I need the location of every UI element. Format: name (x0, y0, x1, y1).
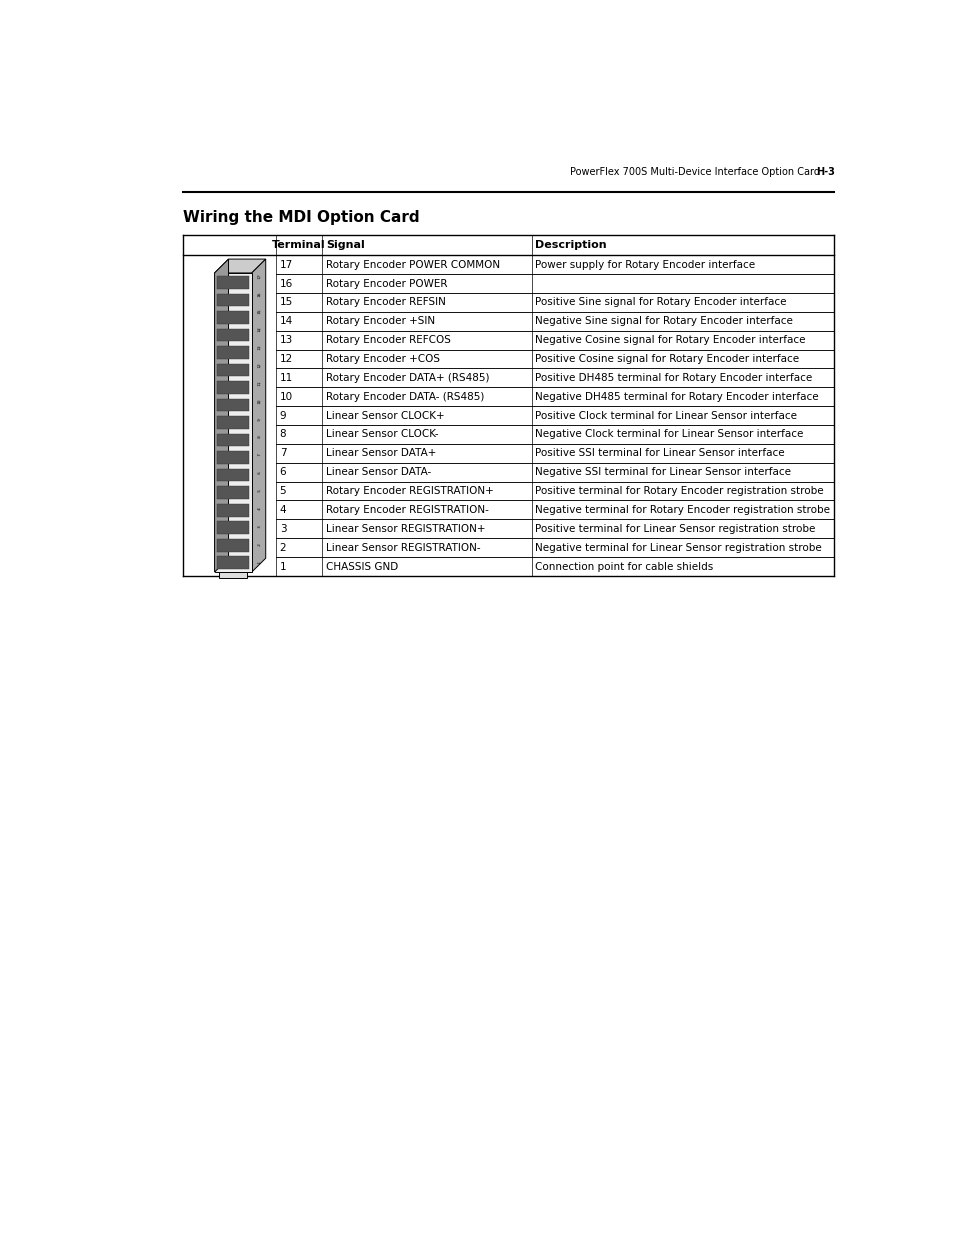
Text: Positive terminal for Linear Sensor registration strobe: Positive terminal for Linear Sensor regi… (535, 524, 815, 534)
Polygon shape (214, 259, 229, 572)
Text: Wiring the MDI Option Card: Wiring the MDI Option Card (183, 210, 419, 225)
Text: PowerFlex 700S Multi-Device Interface Option Card: PowerFlex 700S Multi-Device Interface Op… (569, 168, 819, 178)
Text: Rotary Encoder POWER: Rotary Encoder POWER (326, 279, 447, 289)
Text: Signal: Signal (326, 241, 365, 251)
Bar (216, 487, 249, 499)
Text: 15: 15 (279, 298, 293, 308)
Text: 4: 4 (257, 508, 261, 510)
Text: 2: 2 (257, 543, 261, 546)
Text: Positive Cosine signal for Rotary Encoder interface: Positive Cosine signal for Rotary Encode… (535, 354, 799, 364)
Text: Negative DH485 terminal for Rotary Encoder interface: Negative DH485 terminal for Rotary Encod… (535, 391, 819, 401)
Text: 12: 12 (257, 362, 261, 368)
Text: 16: 16 (257, 290, 261, 296)
Text: CHASSIS GND: CHASSIS GND (326, 562, 398, 572)
Text: Rotary Encoder POWER COMMON: Rotary Encoder POWER COMMON (326, 259, 499, 269)
Bar (216, 363, 249, 377)
Text: 13: 13 (257, 345, 261, 351)
Text: 5: 5 (257, 489, 261, 493)
Polygon shape (214, 273, 252, 572)
Text: Linear Sensor REGISTRATION+: Linear Sensor REGISTRATION+ (326, 524, 485, 534)
Text: Negative terminal for Linear Sensor registration strobe: Negative terminal for Linear Sensor regi… (535, 542, 821, 552)
Polygon shape (219, 572, 247, 578)
Text: Positive Clock terminal for Linear Sensor interface: Positive Clock terminal for Linear Senso… (535, 410, 797, 421)
Text: Negative Cosine signal for Rotary Encoder interface: Negative Cosine signal for Rotary Encode… (535, 335, 805, 345)
Text: Connection point for cable shields: Connection point for cable shields (535, 562, 713, 572)
Bar (216, 329, 249, 342)
Text: Rotary Encoder DATA- (RS485): Rotary Encoder DATA- (RS485) (326, 391, 484, 401)
Bar (216, 275, 249, 289)
Text: 9: 9 (279, 410, 286, 421)
Text: Rotary Encoder REFCOS: Rotary Encoder REFCOS (326, 335, 451, 345)
Text: Negative SSI terminal for Linear Sensor interface: Negative SSI terminal for Linear Sensor … (535, 467, 791, 477)
Text: 11: 11 (279, 373, 293, 383)
Text: Positive DH485 terminal for Rotary Encoder interface: Positive DH485 terminal for Rotary Encod… (535, 373, 812, 383)
Text: 8: 8 (257, 436, 261, 438)
Text: H-3: H-3 (816, 168, 835, 178)
Text: Rotary Encoder REFSIN: Rotary Encoder REFSIN (326, 298, 446, 308)
Polygon shape (214, 259, 266, 273)
Bar (216, 346, 249, 359)
Text: 5: 5 (279, 487, 286, 496)
Bar (216, 468, 249, 482)
Text: 3: 3 (257, 525, 261, 529)
Text: 13: 13 (279, 335, 293, 345)
Text: 16: 16 (279, 279, 293, 289)
Text: 7: 7 (257, 453, 261, 457)
Text: 6: 6 (257, 472, 261, 474)
Text: Positive Sine signal for Rotary Encoder interface: Positive Sine signal for Rotary Encoder … (535, 298, 786, 308)
Text: 17: 17 (279, 259, 293, 269)
Bar (216, 504, 249, 516)
Text: 1: 1 (279, 562, 286, 572)
Text: 10: 10 (257, 398, 261, 404)
Text: 17: 17 (257, 273, 261, 279)
Text: Linear Sensor DATA+: Linear Sensor DATA+ (326, 448, 436, 458)
Text: Linear Sensor CLOCK+: Linear Sensor CLOCK+ (326, 410, 444, 421)
Text: 7: 7 (279, 448, 286, 458)
Text: Terminal: Terminal (272, 241, 326, 251)
Text: Linear Sensor REGISTRATION-: Linear Sensor REGISTRATION- (326, 542, 480, 552)
Text: 4: 4 (279, 505, 286, 515)
Text: 15: 15 (257, 309, 261, 315)
Text: Description: Description (535, 241, 606, 251)
Text: Rotary Encoder +COS: Rotary Encoder +COS (326, 354, 439, 364)
Text: 2: 2 (279, 542, 286, 552)
Text: Rotary Encoder REGISTRATION+: Rotary Encoder REGISTRATION+ (326, 487, 494, 496)
Text: Linear Sensor DATA-: Linear Sensor DATA- (326, 467, 431, 477)
Text: Rotary Encoder REGISTRATION-: Rotary Encoder REGISTRATION- (326, 505, 489, 515)
Text: 8: 8 (279, 430, 286, 440)
Bar (216, 433, 249, 447)
Text: 10: 10 (279, 391, 293, 401)
Bar (216, 311, 249, 324)
Text: Rotary Encoder DATA+ (RS485): Rotary Encoder DATA+ (RS485) (326, 373, 489, 383)
Text: Negative Sine signal for Rotary Encoder interface: Negative Sine signal for Rotary Encoder … (535, 316, 793, 326)
Text: Negative Clock terminal for Linear Sensor interface: Negative Clock terminal for Linear Senso… (535, 430, 803, 440)
Bar (216, 294, 249, 306)
Bar (216, 382, 249, 394)
Text: 9: 9 (257, 417, 261, 421)
Bar (216, 556, 249, 569)
Bar (216, 399, 249, 411)
Text: Linear Sensor CLOCK-: Linear Sensor CLOCK- (326, 430, 438, 440)
Bar (216, 521, 249, 534)
Text: 11: 11 (257, 380, 261, 387)
Text: 1: 1 (257, 561, 261, 564)
Text: 3: 3 (279, 524, 286, 534)
Bar (216, 451, 249, 464)
Text: 14: 14 (257, 326, 261, 332)
Text: 6: 6 (279, 467, 286, 477)
Text: Rotary Encoder +SIN: Rotary Encoder +SIN (326, 316, 435, 326)
Text: Positive SSI terminal for Linear Sensor interface: Positive SSI terminal for Linear Sensor … (535, 448, 784, 458)
Bar (216, 416, 249, 429)
Polygon shape (252, 259, 266, 572)
Bar (216, 538, 249, 552)
Text: 14: 14 (279, 316, 293, 326)
Text: Power supply for Rotary Encoder interface: Power supply for Rotary Encoder interfac… (535, 259, 755, 269)
Text: Negative terminal for Rotary Encoder registration strobe: Negative terminal for Rotary Encoder reg… (535, 505, 829, 515)
Text: 12: 12 (279, 354, 293, 364)
Text: Positive terminal for Rotary Encoder registration strobe: Positive terminal for Rotary Encoder reg… (535, 487, 823, 496)
